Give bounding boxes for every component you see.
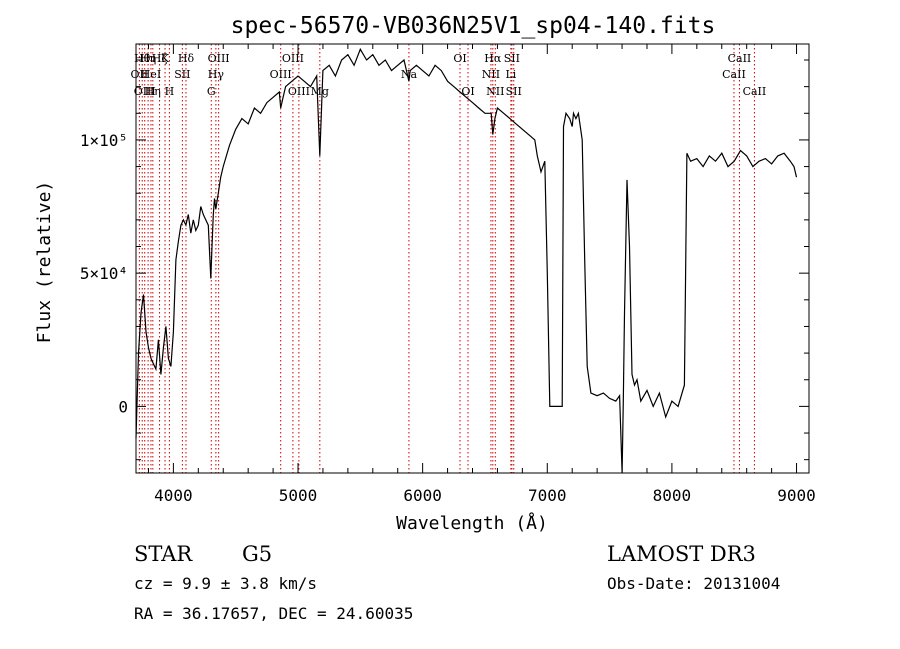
line-marker-layer	[138, 44, 755, 473]
line-marker-label: Hζ	[152, 52, 168, 65]
line-marker-label: CaII	[722, 68, 746, 81]
line-marker-label: NII	[482, 68, 500, 81]
line-marker-label: Hη	[140, 52, 156, 65]
y-axis-label: Flux (relative)	[34, 181, 55, 344]
line-marker-label: Hδ	[178, 52, 195, 65]
line-marker-label: Hθ	[134, 52, 151, 65]
line-marker-label: OIII	[208, 52, 230, 65]
spectrum-line	[135, 47, 798, 474]
line-marker-label: K	[161, 52, 170, 65]
y-axis: 0 5×10⁴ 1×10⁵	[80, 59, 809, 461]
line-marker-label: OIII	[282, 52, 304, 65]
line-marker-label: SII	[174, 68, 190, 81]
y-tick-label: 5×10⁴	[80, 264, 128, 283]
y-tick-label: 0	[118, 397, 128, 416]
chart-title: spec-56570-VB036N25V1_sp04-140.fits	[231, 13, 716, 39]
line-marker-label: OIII	[288, 85, 310, 98]
line-marker-label: OIII	[134, 85, 156, 98]
x-tick-label: 7000	[528, 486, 567, 505]
x-tick-label: 5000	[279, 486, 318, 505]
x-axis-label: Wavelength (Å)	[396, 512, 548, 534]
y-tick-label: 1×10⁵	[80, 131, 128, 150]
line-marker-label: Mg	[311, 85, 329, 98]
x-tick-label: 4000	[154, 486, 193, 505]
x-tick-label: 8000	[653, 486, 692, 505]
survey-name: LAMOST DR3	[607, 542, 756, 566]
line-marker-label: SII	[506, 85, 522, 98]
line-marker-label-layer: OIIHθOIIIHηHeIHηHζKHSIIHδGHγOIIIOIIIOIII…	[131, 52, 767, 98]
line-marker-label: OI	[453, 52, 466, 65]
plot-frame	[135, 43, 810, 474]
line-marker-label: G	[207, 85, 216, 98]
line-marker-label: SII	[504, 52, 520, 65]
redshift-velocity: cz = 9.9 ± 3.8 km/s	[134, 574, 317, 593]
coordinates: RA = 36.17657, DEC = 24.60035	[134, 604, 413, 623]
x-tick-label: 6000	[403, 486, 442, 505]
subclass: G5	[242, 542, 272, 566]
line-marker-label: HeI	[141, 68, 161, 81]
line-marker-label: NII	[486, 85, 504, 98]
line-marker-label: OIII	[270, 68, 292, 81]
line-marker-label: OII	[131, 68, 149, 81]
observation-date: Obs-Date: 20131004	[607, 574, 780, 593]
x-tick-label: 9000	[777, 486, 816, 505]
line-marker-label: Hγ	[208, 68, 225, 81]
line-marker-label: Hη	[145, 85, 161, 98]
line-marker-label: Hα	[484, 52, 502, 65]
line-marker-label: Li	[505, 68, 516, 81]
line-marker-label: OI	[461, 85, 474, 98]
object-class: STAR	[134, 542, 193, 566]
line-marker-label: CaII	[743, 85, 767, 98]
line-marker-label: CaII	[728, 52, 752, 65]
x-axis: 4000 5000 6000 7000 8000 9000	[147, 44, 816, 505]
line-marker-label: H	[165, 85, 175, 98]
